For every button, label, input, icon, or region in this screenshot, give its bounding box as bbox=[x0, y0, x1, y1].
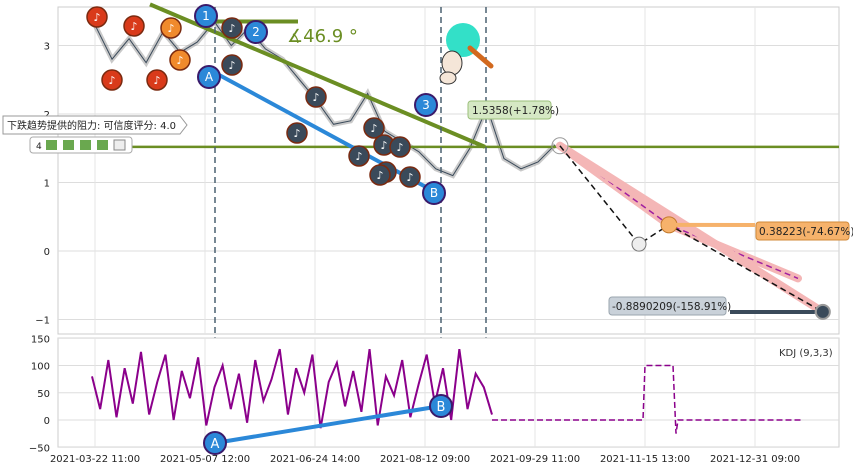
rating-star-empty-icon bbox=[113, 139, 126, 151]
price-y-tick-label: 1 bbox=[44, 179, 50, 190]
wave-label-marker bbox=[244, 20, 268, 44]
music-note-glyph: ♪ bbox=[396, 141, 403, 154]
projection-start-marker bbox=[551, 137, 569, 155]
wave-label-text: 3 bbox=[422, 98, 430, 112]
music-note-icon bbox=[369, 164, 391, 186]
indicator-y-tick-label: 50 bbox=[37, 389, 50, 400]
indicator-wave-marker bbox=[429, 394, 453, 418]
indicator-y-tick-label: 150 bbox=[31, 334, 50, 345]
music-note-glyph: ♪ bbox=[167, 22, 174, 35]
music-note-icon bbox=[221, 17, 243, 39]
indicator-y-tick-label: −50 bbox=[29, 443, 50, 454]
music-note-glyph: ♪ bbox=[153, 74, 160, 87]
kdj-projection-line bbox=[492, 364, 802, 434]
music-note-icon bbox=[86, 6, 108, 28]
rating-star-icon bbox=[46, 140, 57, 150]
indicator-y-ticks: 150 100 50 0 −50 bbox=[29, 334, 50, 454]
indicator-wave-label: B bbox=[437, 400, 446, 415]
x-tick-labels: 2021-03-22 11:00 2021-05-07 12:00 2021-06-… bbox=[50, 454, 800, 465]
wave-label-marker bbox=[422, 181, 446, 205]
wave-label-marker bbox=[414, 93, 438, 117]
x-tick-label: 2021-11-15 13:00 bbox=[600, 454, 690, 465]
price-y-tick-label: 3 bbox=[44, 42, 50, 53]
current-price-text: 1.5358(+1.78%) bbox=[472, 105, 559, 117]
music-note-glyph: ♪ bbox=[355, 150, 362, 163]
music-note-glyph: ♪ bbox=[370, 122, 377, 135]
rating-box: 4 bbox=[29, 136, 133, 154]
wave-label-text: A bbox=[205, 70, 214, 84]
music-note-glyph: ♪ bbox=[380, 139, 387, 152]
upper-target-text: 0.38223(-74.67%) bbox=[759, 226, 853, 238]
annotation-overlay: ∡46.9 ° 下跌趋势提供的阻力: 可信度评分: 4.0 4 1.5358(+… bbox=[2, 23, 853, 316]
music-note-icon bbox=[101, 69, 123, 91]
indicator-wave-marker bbox=[203, 431, 227, 455]
music-note-glyph: ♪ bbox=[176, 54, 183, 67]
price-series-line bbox=[94, 20, 556, 177]
rating-star-icon bbox=[97, 140, 108, 150]
music-note-glyph: ♪ bbox=[228, 22, 235, 35]
x-tick-label: 2021-06-24 14:00 bbox=[270, 454, 360, 465]
kdj-series-line bbox=[91, 348, 493, 429]
music-note-glyph: ♪ bbox=[108, 74, 115, 87]
angle-label: ∡46.9 ° bbox=[287, 26, 358, 47]
projection-band-lower bbox=[555, 141, 827, 316]
music-note-icon bbox=[123, 15, 145, 37]
projection-line-lower bbox=[559, 145, 824, 313]
rating-count: 4 bbox=[36, 142, 42, 152]
music-note-glyph: ♪ bbox=[93, 11, 100, 24]
x-tick-label: 2021-12-31 09:00 bbox=[710, 454, 800, 465]
wave-label-marker bbox=[194, 4, 218, 28]
indicator-marks: AB bbox=[91, 348, 802, 455]
music-note-icon bbox=[305, 86, 327, 108]
music-note-icon bbox=[389, 136, 411, 158]
x-tick-label: 2021-09-29 11:00 bbox=[490, 454, 580, 465]
indicator-wave-label: A bbox=[211, 437, 220, 452]
upper-target-label: 0.38223(-74.67%) bbox=[755, 221, 853, 241]
projection-point-marker bbox=[631, 236, 647, 252]
wave-label-text: 2 bbox=[252, 25, 260, 39]
indicator-y-tick-label: 0 bbox=[44, 416, 50, 427]
music-note-glyph: ♪ bbox=[228, 59, 235, 72]
music-note-glyph: ♪ bbox=[376, 169, 383, 182]
price-y-ticks: 3210−1 bbox=[35, 42, 50, 327]
wave-label-text: B bbox=[430, 186, 438, 200]
resistance-tooltip-text: 下跌趋势提供的阻力: 可信度评分: 4.0 bbox=[7, 119, 176, 132]
lower-target-text: -0.8890209(-158.91%) bbox=[612, 301, 731, 313]
downtrend-line bbox=[149, 2, 486, 149]
rating-star-icon bbox=[80, 140, 91, 150]
music-note-icon bbox=[399, 166, 421, 188]
wave-label-text: 1 bbox=[202, 9, 210, 23]
rating-star-icon bbox=[63, 140, 74, 150]
music-note-icon bbox=[169, 49, 191, 71]
indicator-y-tick-label: 100 bbox=[31, 362, 50, 373]
music-note-glyph: ♪ bbox=[293, 127, 300, 140]
current-price-label: 1.5358(+1.78%) bbox=[467, 100, 559, 120]
mascot-icon bbox=[439, 23, 494, 85]
indicator-legend: KDJ (9,3,3) bbox=[779, 348, 833, 359]
x-tick-label: 2021-03-22 11:00 bbox=[50, 454, 140, 465]
music-note-glyph: ♪ bbox=[312, 91, 319, 104]
music-note-icon bbox=[221, 54, 243, 76]
music-note-icon bbox=[363, 117, 385, 139]
music-note-icon bbox=[146, 69, 168, 91]
price-y-tick-label: 0 bbox=[44, 247, 50, 258]
music-note-glyph: ♪ bbox=[130, 20, 137, 33]
price-grid bbox=[58, 7, 839, 334]
price-y-tick-label: −1 bbox=[35, 316, 50, 327]
x-tick-label: 2021-05-07 12:00 bbox=[160, 454, 250, 465]
wave-label-marker bbox=[197, 65, 221, 89]
music-note-glyph: ♪ bbox=[406, 171, 413, 184]
lower-target-label: -0.8890209(-158.91%) bbox=[608, 296, 731, 316]
projection-end-marker bbox=[814, 303, 831, 320]
music-note-icon bbox=[286, 122, 308, 144]
resistance-tooltip: 下跌趋势提供的阻力: 可信度评分: 4.0 bbox=[2, 115, 188, 135]
indicator-ab-line bbox=[214, 404, 442, 445]
x-tick-label: 2021-08-12 09:00 bbox=[380, 454, 470, 465]
music-note-icon bbox=[160, 17, 182, 39]
music-note-icon bbox=[348, 145, 370, 167]
